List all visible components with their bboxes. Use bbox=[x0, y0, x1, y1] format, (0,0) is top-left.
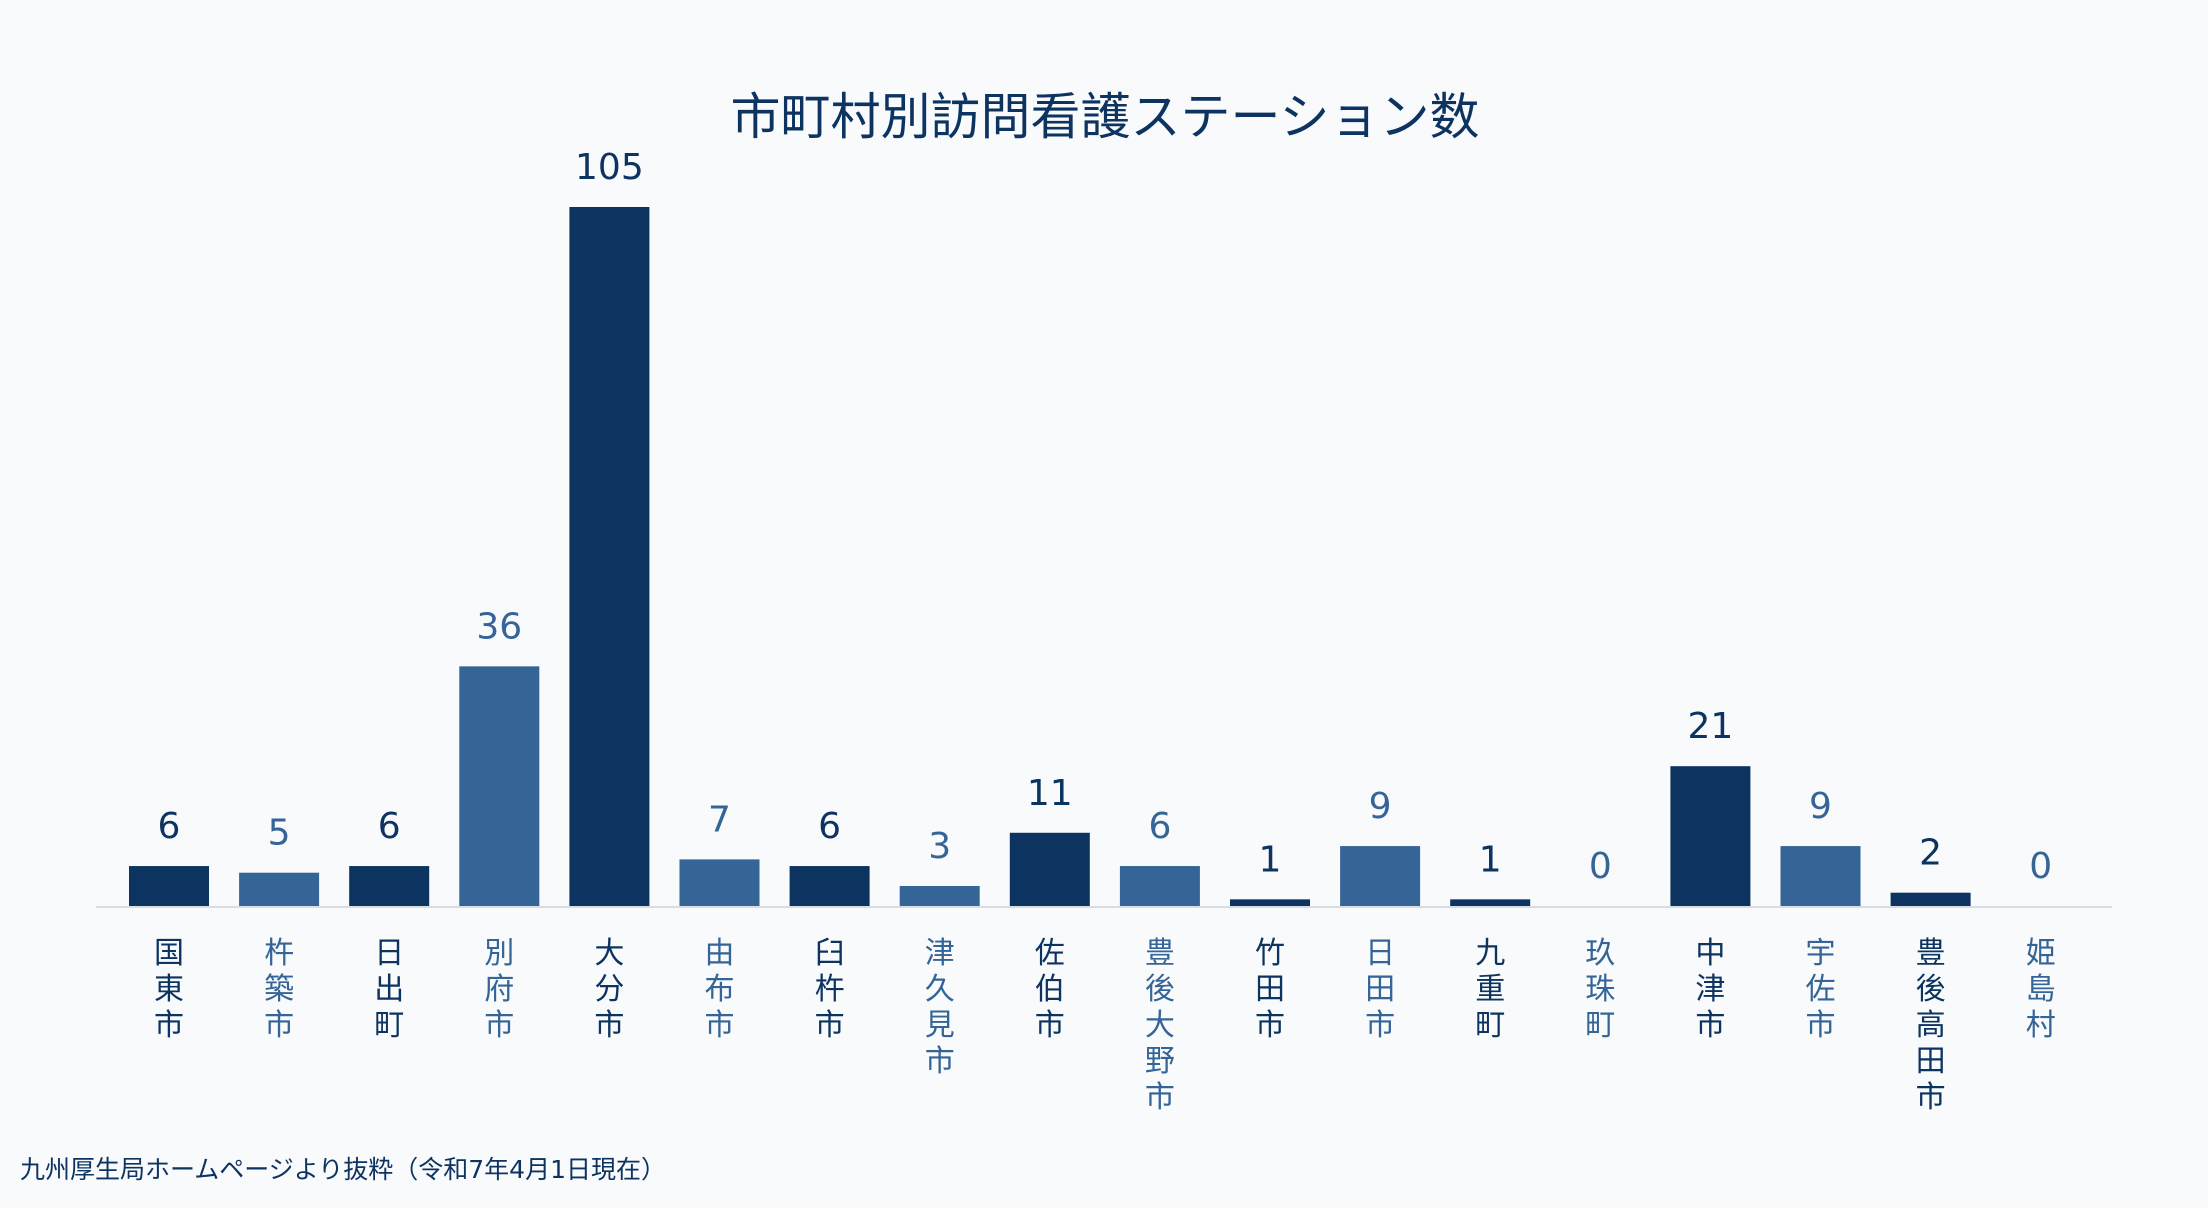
data-label-国東市: 6 bbox=[158, 806, 181, 847]
x-tick-label: 宇佐市 bbox=[1806, 936, 1836, 1043]
bar-九重町 bbox=[1450, 899, 1531, 906]
x-tick-label: 由布市 bbox=[705, 936, 735, 1043]
bar-大分市 bbox=[569, 207, 650, 906]
bar-由布市 bbox=[679, 859, 760, 906]
data-label-中津市: 21 bbox=[1687, 706, 1733, 747]
x-tick-label: 豊後大野市 bbox=[1145, 936, 1175, 1115]
bar-佐伯市 bbox=[1009, 832, 1090, 906]
data-label-豊後大野市: 6 bbox=[1148, 806, 1171, 847]
x-tick-label: 津久見市 bbox=[925, 936, 955, 1079]
data-label-姫島村: 0 bbox=[2029, 846, 2052, 887]
x-tick-label: 竹田市 bbox=[1255, 936, 1285, 1043]
x-tick-label: 九重町 bbox=[1475, 936, 1505, 1043]
bar-宇佐市 bbox=[1780, 846, 1861, 906]
data-label-大分市: 105 bbox=[575, 147, 644, 188]
x-tick-label: 玖珠町 bbox=[1585, 936, 1615, 1043]
data-label-別府市: 36 bbox=[476, 606, 522, 647]
bar-別府市 bbox=[459, 666, 540, 906]
x-tick-label: 姫島村 bbox=[2026, 936, 2056, 1043]
x-tick-label: 豊後高田市 bbox=[1916, 936, 1946, 1115]
x-tick-label: 日田市 bbox=[1365, 936, 1395, 1043]
bar-豊後大野市 bbox=[1119, 866, 1200, 906]
x-tick-label: 中津市 bbox=[1695, 936, 1725, 1043]
bar-杵築市 bbox=[239, 872, 320, 906]
x-tick-label: 臼杵市 bbox=[815, 936, 845, 1043]
data-label-豊後高田市: 2 bbox=[1919, 833, 1942, 874]
data-label-佐伯市: 11 bbox=[1027, 773, 1073, 814]
bar-中津市 bbox=[1670, 766, 1751, 906]
bar-津久見市 bbox=[899, 886, 980, 906]
bar-豊後高田市 bbox=[1890, 892, 1971, 906]
chart-title: 市町村別訪問看護ステーション数 bbox=[731, 88, 1480, 146]
data-label-日出町: 6 bbox=[378, 806, 401, 847]
x-tick-label: 佐伯市 bbox=[1035, 936, 1065, 1043]
bar-国東市 bbox=[129, 866, 209, 906]
source-note: 九州厚生局ホームページより抜粋（令和7年4月1日現在） bbox=[20, 1155, 666, 1184]
data-label-九重町: 1 bbox=[1479, 839, 1502, 880]
data-label-杵築市: 5 bbox=[268, 813, 291, 854]
x-tick-label: 大分市 bbox=[594, 936, 624, 1043]
bar-日田市 bbox=[1340, 846, 1421, 906]
bar-竹田市 bbox=[1230, 899, 1310, 906]
data-label-日田市: 9 bbox=[1369, 786, 1392, 827]
x-tick-label: 国東市 bbox=[154, 936, 184, 1043]
data-label-由布市: 7 bbox=[708, 799, 731, 840]
x-tick-label: 杵築市 bbox=[264, 936, 294, 1043]
x-tick-label: 日出町 bbox=[374, 936, 404, 1043]
data-label-玖珠町: 0 bbox=[1589, 846, 1612, 887]
data-label-宇佐市: 9 bbox=[1809, 786, 1832, 827]
data-label-臼杵市: 6 bbox=[818, 806, 841, 847]
bar-臼杵市 bbox=[789, 866, 870, 906]
x-tick-label: 別府市 bbox=[484, 936, 514, 1043]
data-label-津久見市: 3 bbox=[928, 826, 951, 867]
data-label-竹田市: 1 bbox=[1259, 839, 1282, 880]
bar-日出町 bbox=[349, 866, 430, 906]
